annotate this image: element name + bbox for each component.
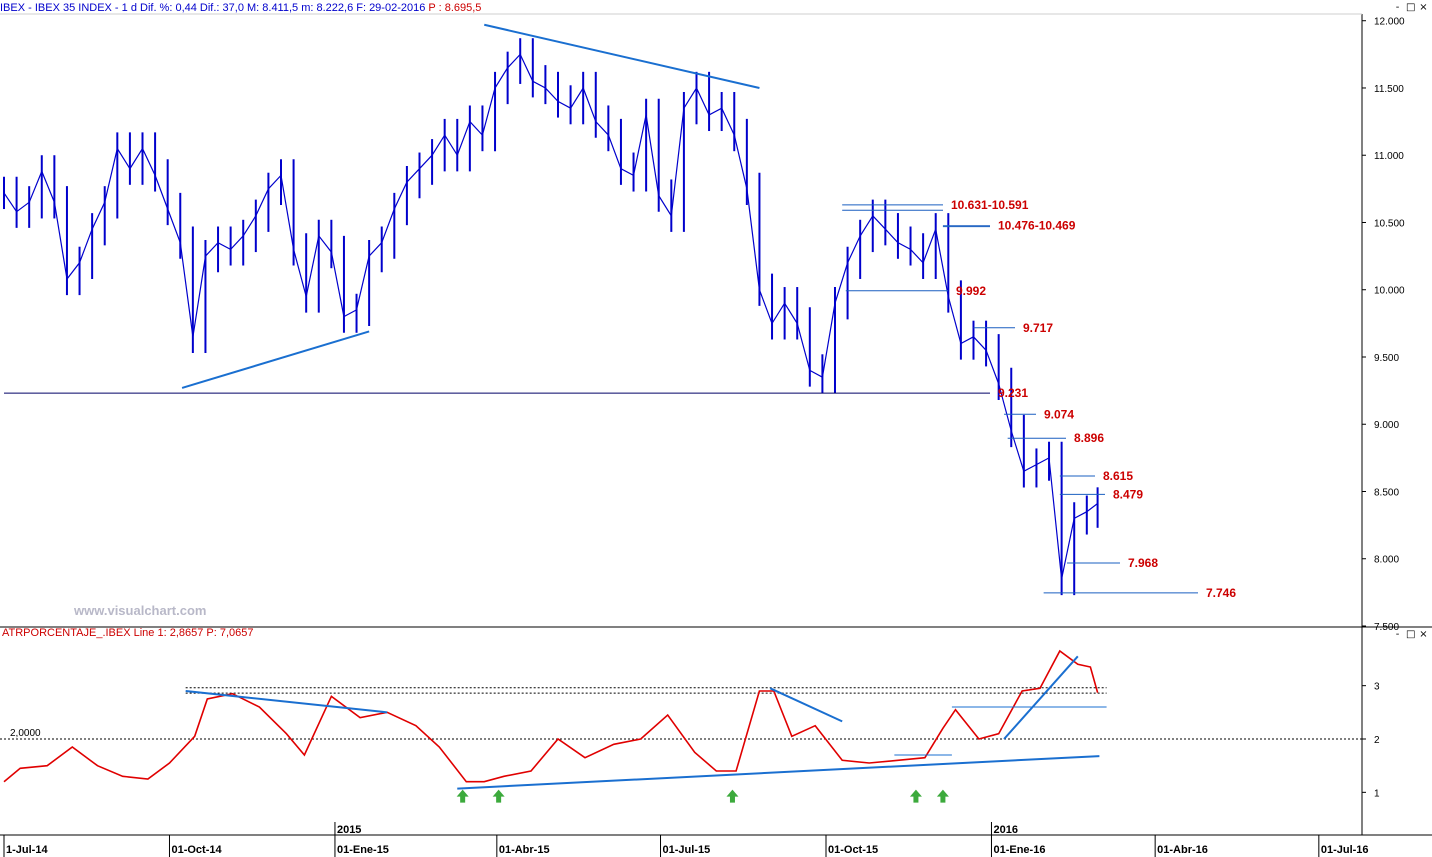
indicator-trendline — [769, 687, 843, 723]
price-level-label: 8.615 — [1103, 469, 1133, 483]
time-tick-label: 1-Jul-14 — [6, 844, 48, 856]
indicator-maximize-icon[interactable]: □ — [1406, 629, 1416, 640]
price-level-label: 9.717 — [1023, 321, 1053, 335]
price-level-label: 7.746 — [1206, 586, 1236, 600]
time-tick-label: 01-Jul-15 — [663, 844, 711, 856]
indicator-tick-label: 3 — [1374, 682, 1380, 693]
time-tick-label: 01-Ene-16 — [993, 844, 1045, 856]
price-level-label: 9.231 — [998, 386, 1028, 400]
price-tick-label: 11.500 — [1374, 84, 1404, 95]
time-tick-label: 01-Jul-16 — [1321, 844, 1369, 856]
price-level-label: 9.074 — [1044, 407, 1074, 421]
time-tick-label: 01-Ene-15 — [337, 844, 389, 856]
price-line — [3, 53, 1098, 580]
time-tick-label: 01-Oct-15 — [828, 844, 878, 856]
year-tick-label: 2016 — [993, 824, 1017, 836]
price-tick-label: 8.500 — [1374, 487, 1399, 498]
indicator-trendline — [1003, 655, 1079, 740]
price-trendline — [181, 330, 370, 389]
indicator-header: ATRPORCENTAJE_.IBEX Line 1: 2,8657 P: 7,… — [2, 627, 254, 639]
up-arrow-icon — [456, 789, 469, 803]
indicator-line — [3, 649, 1099, 783]
price-level-label: 7.968 — [1128, 556, 1158, 570]
indicator-tick-label: 2 — [1374, 735, 1380, 746]
time-tick-label: 01-Abr-16 — [1157, 844, 1208, 856]
time-tick-label: 01-Abr-15 — [499, 844, 550, 856]
price-tick-label: 10.500 — [1374, 218, 1405, 229]
price-trendline — [484, 23, 760, 89]
indicator-reference-label: 2,0000 — [10, 728, 41, 739]
price-level-label: 9.992 — [956, 284, 986, 298]
price-level-label: 8.479 — [1113, 487, 1143, 501]
up-arrow-icon — [726, 789, 739, 803]
header-price: P : 8.695,5 — [428, 2, 482, 14]
up-arrow-icon — [492, 789, 505, 803]
chart-header: IBEX - IBEX 35 INDEX - 1 d Dif. %: 0,44 … — [0, 2, 481, 14]
price-tick-label: 9.000 — [1374, 420, 1399, 431]
minimize-icon[interactable]: - — [1395, 2, 1400, 13]
indicator-tick-label: 1 — [1374, 788, 1380, 799]
indicator-minimize-icon[interactable]: - — [1395, 629, 1400, 640]
price-level-label: 10.631-10.591 — [951, 198, 1029, 212]
price-tick-label: 11.000 — [1374, 151, 1404, 162]
watermark: www.visualchart.com — [74, 603, 207, 618]
price-tick-label: 9.500 — [1374, 353, 1399, 364]
close-icon[interactable]: × — [1419, 2, 1428, 13]
year-tick-label: 2015 — [337, 824, 361, 836]
up-arrow-icon — [936, 789, 949, 803]
up-arrow-icon — [909, 789, 922, 803]
indicator-close-icon[interactable]: × — [1419, 629, 1428, 640]
price-tick-label: 10.000 — [1374, 286, 1405, 297]
indicator-trendline — [185, 690, 388, 714]
price-tick-label: 7.500 — [1374, 622, 1399, 633]
price-tick-label: 8.000 — [1374, 555, 1399, 566]
header-info: IBEX - IBEX 35 INDEX - 1 d Dif. %: 0,44 … — [0, 2, 426, 14]
price-level-label: 8.896 — [1074, 431, 1104, 445]
maximize-icon[interactable]: □ — [1406, 2, 1416, 13]
time-tick-label: 01-Oct-14 — [171, 844, 222, 856]
price-tick-label: 12.000 — [1374, 17, 1405, 28]
indicator-trendline — [457, 755, 1100, 790]
price-level-label: 10.476-10.469 — [998, 219, 1076, 233]
